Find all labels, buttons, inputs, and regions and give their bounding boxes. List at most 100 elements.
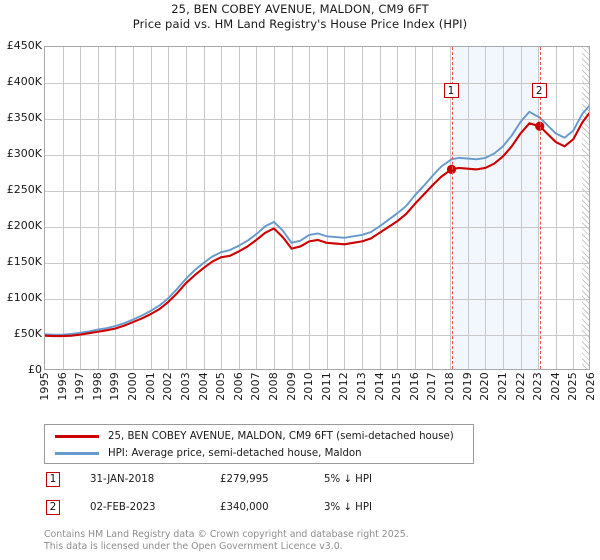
y-axis-tick-label: £150K bbox=[6, 255, 42, 268]
x-axis-tick-label: 2024 bbox=[548, 372, 562, 401]
chart-legend: 25, BEN COBEY AVENUE, MALDON, CM9 6FT (s… bbox=[44, 424, 474, 464]
gridline-vertical bbox=[185, 47, 187, 369]
gridline-vertical bbox=[115, 47, 117, 369]
x-axis-tick-label: 2016 bbox=[407, 372, 421, 401]
gridline-horizontal bbox=[45, 335, 589, 336]
x-axis-tick-label: 2002 bbox=[161, 372, 175, 401]
x-axis-tick-label: 2018 bbox=[443, 372, 457, 401]
gridline-horizontal bbox=[45, 191, 589, 192]
series-line-price-paid bbox=[45, 112, 589, 338]
transaction-marker-line bbox=[451, 47, 453, 369]
x-axis-tick-label: 2001 bbox=[143, 372, 157, 401]
gridline-vertical bbox=[256, 47, 258, 369]
gridline-horizontal bbox=[45, 299, 589, 300]
x-axis-tick-label: 2006 bbox=[231, 372, 245, 401]
x-axis-tick-label: 2005 bbox=[214, 372, 228, 401]
footer-line-2: This data is licensed under the Open Gov… bbox=[44, 540, 343, 552]
table-row: 1 31-JAN-2018 £279,995 5% ↓ HPI bbox=[44, 470, 464, 496]
transaction-date-1: 31-JAN-2018 bbox=[90, 474, 155, 485]
gridline-vertical bbox=[538, 47, 540, 369]
gridline-vertical bbox=[573, 47, 575, 369]
x-axis-tick-label: 2019 bbox=[460, 372, 474, 401]
legend-label-price-paid: 25, BEN COBEY AVENUE, MALDON, CM9 6FT (s… bbox=[108, 431, 454, 442]
gridline-horizontal bbox=[45, 263, 589, 264]
x-axis-tick-label: 2007 bbox=[249, 372, 263, 401]
y-axis-tick-label: £200K bbox=[6, 219, 42, 232]
gridline-vertical bbox=[309, 47, 311, 369]
y-axis-tick-label: £400K bbox=[6, 75, 42, 88]
y-axis-tick-label: £450K bbox=[6, 39, 42, 52]
y-axis-tick-label: £0 bbox=[28, 363, 42, 376]
transaction-date-2: 02-FEB-2023 bbox=[90, 502, 156, 513]
x-axis-tick-label: 1997 bbox=[73, 372, 87, 401]
x-axis-tick-label: 2014 bbox=[372, 372, 386, 401]
x-axis-tick-label: 2009 bbox=[284, 372, 298, 401]
gridline-vertical bbox=[238, 47, 240, 369]
x-axis-tick-label: 2021 bbox=[495, 372, 509, 401]
y-axis-tick-label: £300K bbox=[6, 147, 42, 160]
page-subtitle: Price paid vs. HM Land Registry's House … bbox=[132, 17, 468, 31]
gridline-vertical bbox=[80, 47, 82, 369]
gridline-vertical bbox=[326, 47, 328, 369]
legend-swatch-hpi bbox=[55, 452, 99, 455]
footer-attribution: Contains HM Land Registry data © Crown c… bbox=[44, 529, 584, 552]
transaction-marker-line bbox=[539, 47, 541, 369]
table-row: 2 02-FEB-2023 £340,000 3% ↓ HPI bbox=[44, 498, 464, 524]
x-axis-tick-label: 2025 bbox=[566, 372, 580, 401]
x-axis-tick-label: 2010 bbox=[302, 372, 316, 401]
legend-item-hpi: HPI: Average price, semi-detached house,… bbox=[45, 445, 473, 462]
x-axis-tick-label: 2003 bbox=[178, 372, 192, 401]
gridline-horizontal bbox=[45, 227, 589, 228]
gridline-vertical bbox=[62, 47, 64, 369]
gridline-vertical bbox=[97, 47, 99, 369]
annotation-box-1: 1 bbox=[443, 83, 459, 98]
transaction-badge-2: 2 bbox=[46, 500, 60, 515]
y-axis-tick-label: £350K bbox=[6, 111, 42, 124]
x-axis-tick-label: 1995 bbox=[38, 372, 51, 401]
legend-item-price-paid: 25, BEN COBEY AVENUE, MALDON, CM9 6FT (s… bbox=[45, 428, 473, 445]
gridline-vertical bbox=[467, 47, 469, 369]
gridline-horizontal bbox=[45, 83, 589, 84]
gridline-vertical bbox=[168, 47, 170, 369]
gridline-vertical bbox=[150, 47, 152, 369]
chart-series-lines bbox=[45, 105, 589, 338]
x-axis-tick-label: 2011 bbox=[319, 372, 333, 401]
page-title: 25, BEN COBEY AVENUE, MALDON, CM9 6FT bbox=[171, 2, 429, 16]
gridline-vertical bbox=[450, 47, 452, 369]
x-axis-labels: 1995 1996 1997 1998 1999 2000 2001 2002 2003 2004… bbox=[38, 372, 597, 418]
gridline-horizontal bbox=[45, 119, 589, 120]
x-axis-tick-label: 2008 bbox=[266, 372, 280, 401]
legend-swatch-price-paid bbox=[55, 435, 99, 438]
transaction-price-2: £340,000 bbox=[220, 502, 269, 513]
footer-line-1: Contains HM Land Registry data © Crown c… bbox=[44, 529, 409, 540]
transaction-hpi-delta-1: 5% ↓ HPI bbox=[324, 474, 372, 485]
gridline-vertical bbox=[520, 47, 522, 369]
gridline-horizontal bbox=[45, 155, 589, 156]
gridline-vertical bbox=[344, 47, 346, 369]
gridline-vertical bbox=[291, 47, 293, 369]
x-axis-tick-label: 1999 bbox=[108, 372, 122, 401]
transaction-hpi-delta-2: 3% ↓ HPI bbox=[324, 502, 372, 513]
gridline-vertical bbox=[414, 47, 416, 369]
gridline-vertical bbox=[133, 47, 135, 369]
x-axis-tick-label: 1998 bbox=[90, 372, 104, 401]
gridline-vertical bbox=[221, 47, 223, 369]
transaction-price-1: £279,995 bbox=[220, 474, 269, 485]
gridline-vertical bbox=[485, 47, 487, 369]
y-axis-tick-label: £250K bbox=[6, 183, 42, 196]
gridline-vertical bbox=[379, 47, 381, 369]
x-axis-tick-label: 2020 bbox=[478, 372, 492, 401]
gridline-vertical bbox=[273, 47, 275, 369]
x-axis-tick-label: 2004 bbox=[196, 372, 210, 401]
x-axis-tick-label: 2000 bbox=[126, 372, 140, 401]
x-axis-tick-label: 2015 bbox=[390, 372, 404, 401]
legend-label-hpi: HPI: Average price, semi-detached house,… bbox=[108, 448, 362, 459]
x-axis-tick-label: 2026 bbox=[584, 372, 597, 401]
x-axis-tick-label: 2017 bbox=[425, 372, 439, 401]
annotation-box-2: 2 bbox=[531, 83, 547, 98]
shaded-period-band bbox=[451, 47, 540, 369]
gridline-vertical bbox=[397, 47, 399, 369]
gridline-vertical bbox=[203, 47, 205, 369]
gridline-vertical bbox=[432, 47, 434, 369]
gridline-vertical bbox=[362, 47, 364, 369]
